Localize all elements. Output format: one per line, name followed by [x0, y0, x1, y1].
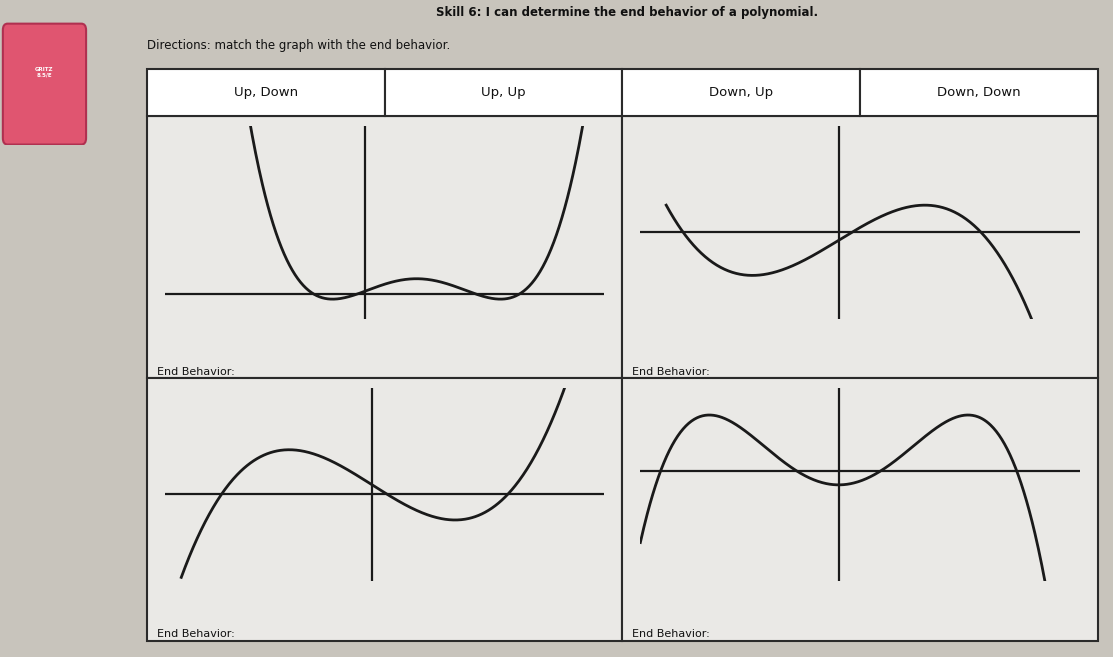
Text: End Behavior:: End Behavior: [632, 367, 710, 377]
Bar [147, 378, 622, 641]
Text: End Behavior:: End Behavior: [632, 629, 710, 639]
Text: GRITZ
8.5/E: GRITZ 8.5/E [36, 67, 53, 78]
FancyBboxPatch shape [3, 24, 86, 145]
Text: Up, Down: Up, Down [234, 86, 297, 99]
Bar [385, 69, 622, 116]
Bar [147, 69, 385, 116]
Text: Down, Up: Down, Up [709, 86, 774, 99]
Text: End Behavior:: End Behavior: [157, 367, 235, 377]
Text: End Behavior:: End Behavior: [157, 629, 235, 639]
Text: Up, Up: Up, Up [481, 86, 525, 99]
Bar [622, 69, 860, 116]
Bar [622, 378, 1099, 641]
Text: Directions: match the graph with the end behavior.: Directions: match the graph with the end… [147, 39, 450, 53]
Bar [622, 116, 1099, 378]
Bar [147, 116, 622, 378]
Bar [860, 69, 1099, 116]
Text: Down, Down: Down, Down [937, 86, 1021, 99]
Text: Skill 6: I can determine the end behavior of a polynomial.: Skill 6: I can determine the end behavio… [435, 7, 818, 20]
